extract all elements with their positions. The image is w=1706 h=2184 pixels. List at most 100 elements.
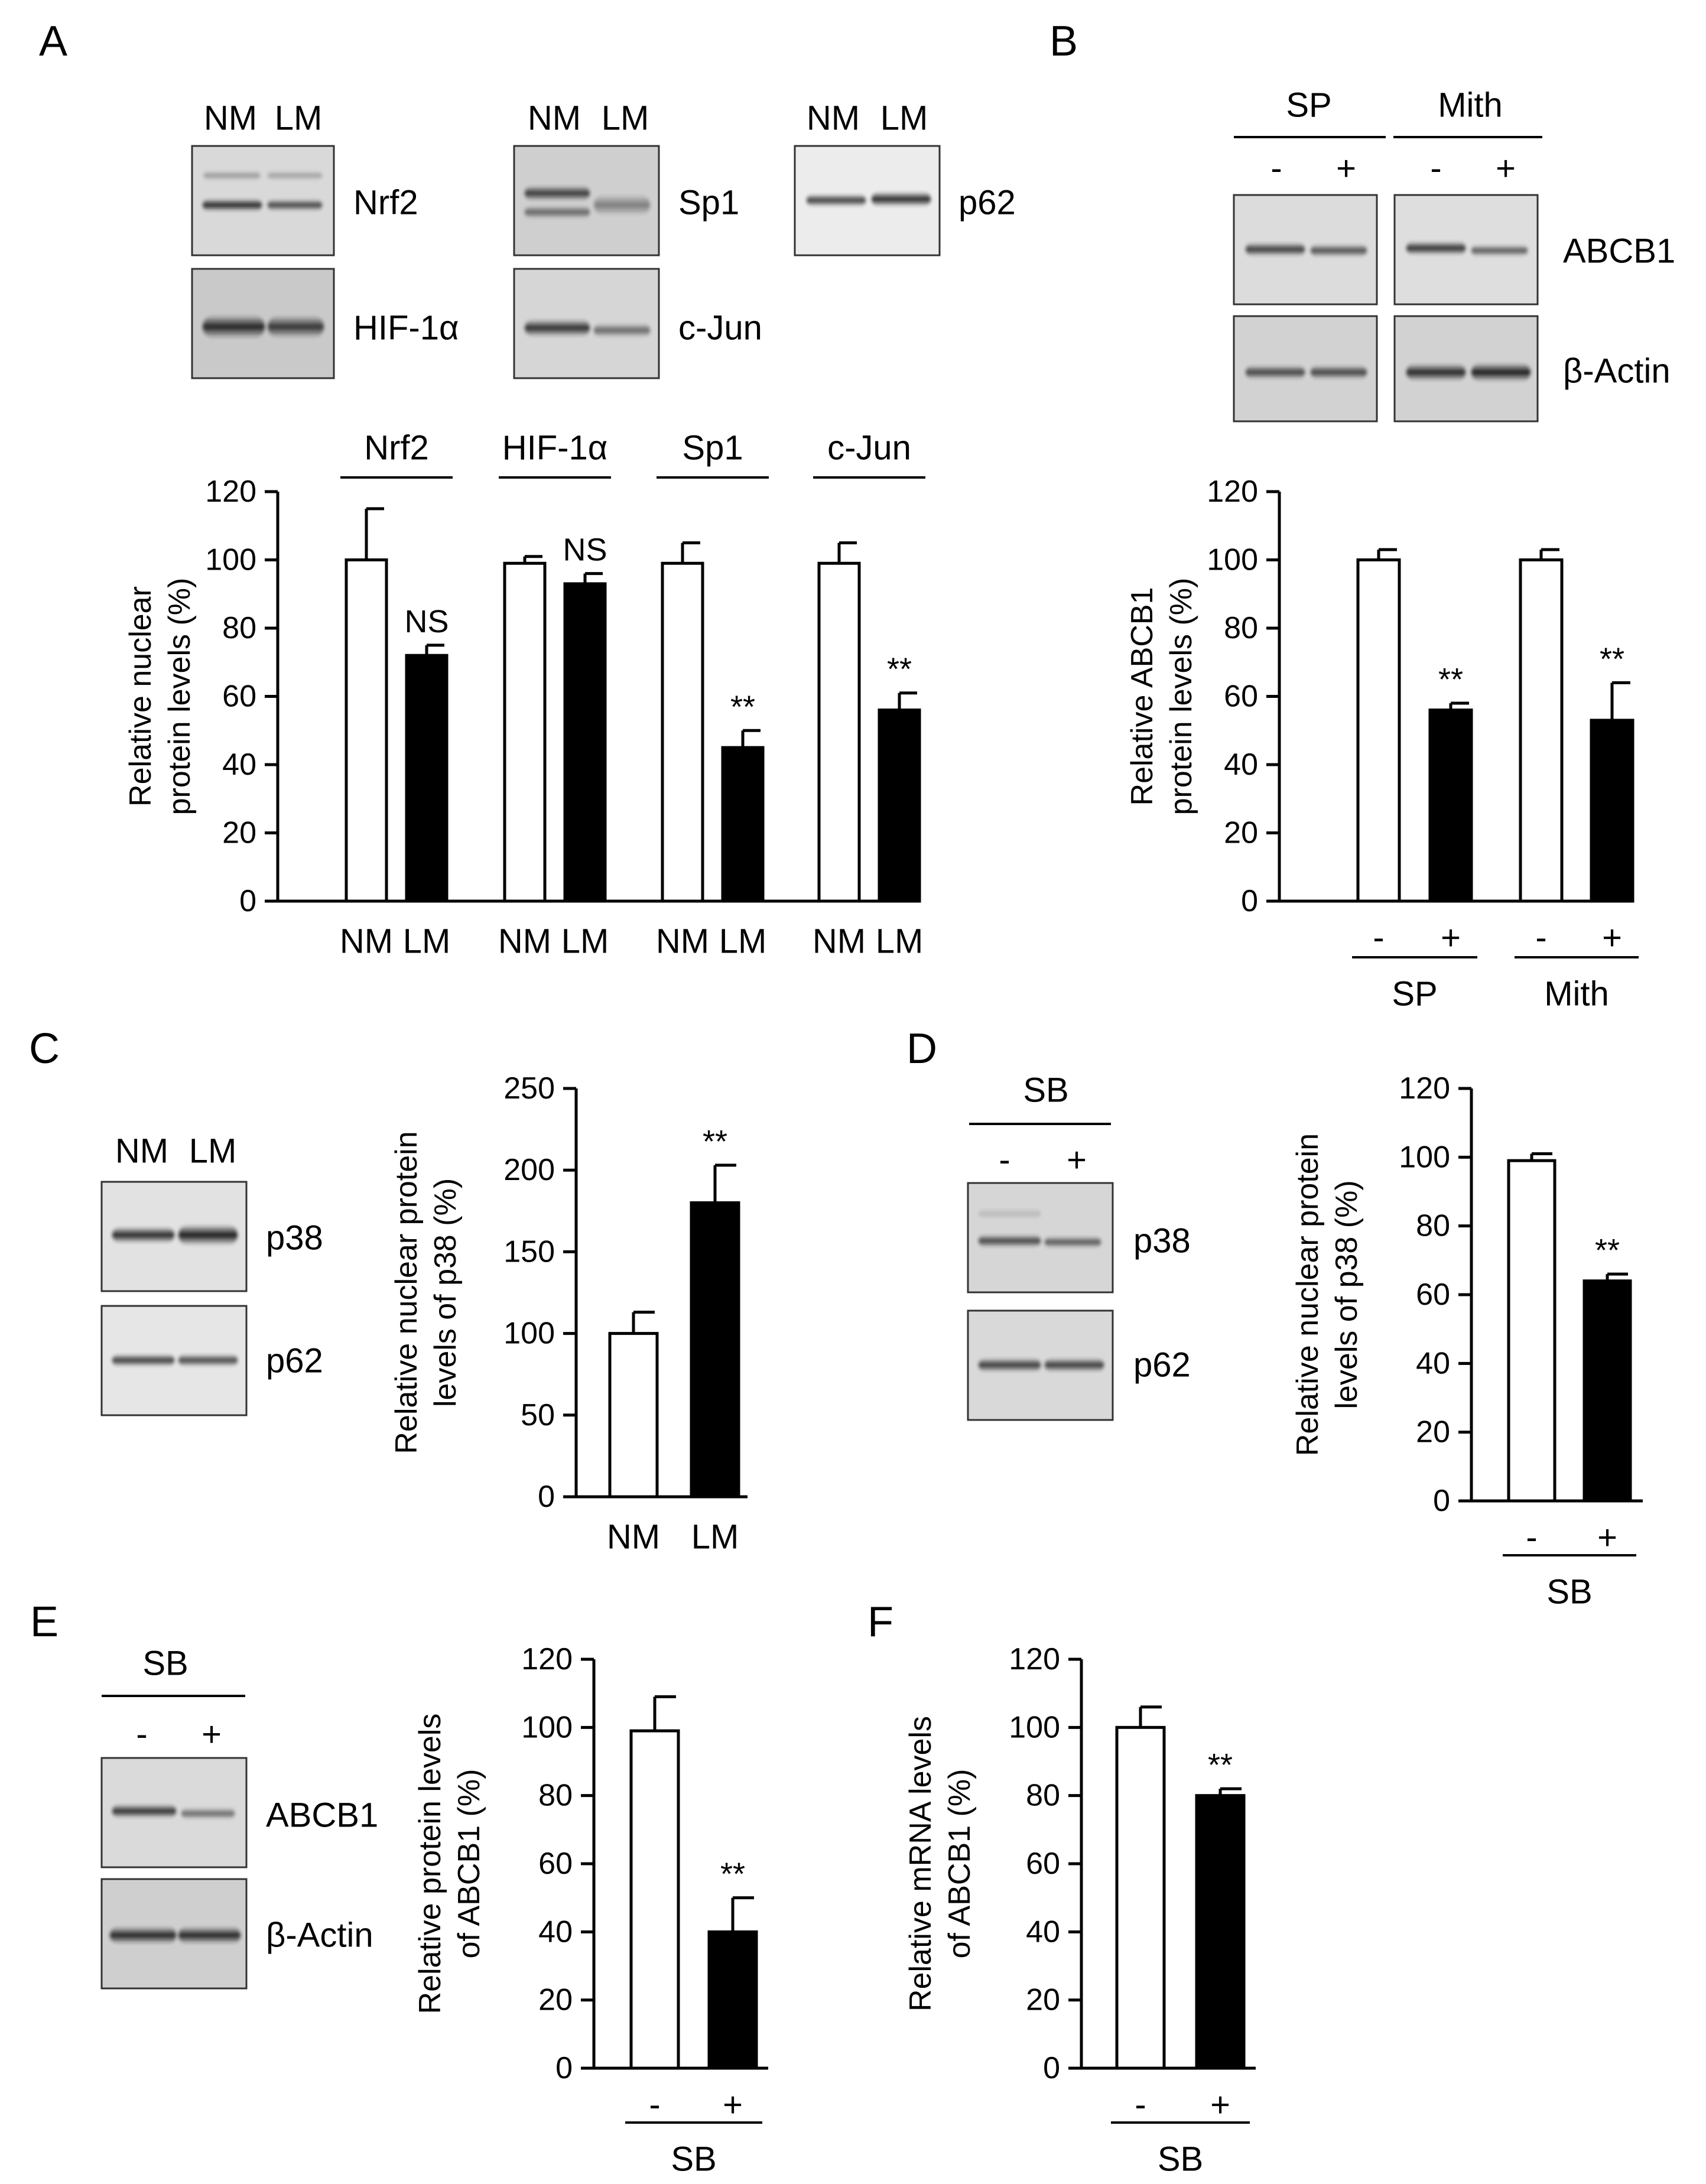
bar-category-label: + [1210,2086,1230,2124]
bar [721,746,765,903]
y-tick-label: 150 [503,1234,555,1269]
lane-label: - [136,1715,147,1754]
band-2 [872,191,931,207]
bar [405,654,449,903]
y-tick-label: 100 [205,543,256,577]
bar [503,561,547,903]
gel-A-cjun [513,268,660,379]
y-axis-label: Relative mRNA levels of ABCB1 (%) [904,1716,977,2011]
band-2 [178,1354,238,1367]
band-1 [204,171,260,180]
band-1 [1406,363,1465,381]
bar-category-label: LM [876,922,924,961]
bar [1507,1159,1556,1503]
significance-label: ** [1595,1233,1620,1268]
band-2 [1311,244,1367,257]
y-tick-label: 0 [1433,1484,1450,1518]
gel-B-sp-abcb1 [1233,194,1378,306]
bar-category-label: LM [719,922,767,961]
bar-category-label: - [1135,2086,1146,2124]
y-tick-label: 80 [1224,611,1258,645]
y-tick-label: 40 [222,748,256,782]
y-axis-label: Relative protein levels of ABCB1 (%) [413,1714,486,2014]
group-label: SB [1158,2140,1203,2179]
band-1 [112,1804,176,1818]
y-axis-label-line: Relative protein levels [413,1714,447,2014]
bar-category-label: + [723,2086,743,2124]
y-tick-label: 50 [521,1398,555,1432]
bar [1590,719,1634,903]
y-axis-label-line: levels of p38 (%) [428,1178,463,1407]
gel-E-abcb1 [100,1757,248,1868]
y-axis-label-line: Relative mRNA levels [904,1716,938,2011]
significance-label: ** [730,689,755,724]
y-tick-label: 60 [222,680,256,714]
band-2 [979,1234,1041,1247]
y-axis-label-line: of ABCB1 (%) [452,1769,486,1959]
bar-category-label: NM [340,922,393,961]
blot-row-label: c-Jun [678,309,762,347]
y-tick-label: 120 [521,1642,573,1676]
band-2 [181,1808,235,1819]
y-tick-label: 100 [1009,1710,1060,1744]
group-label: Mith [1438,86,1503,125]
bar-category-label: NM [656,922,709,961]
gel-B-mith-actin [1393,315,1539,422]
y-tick-label: 60 [1026,1847,1060,1881]
y-axis-label-line: levels of p38 (%) [1330,1180,1364,1409]
blot-row-label: p62 [1133,1346,1191,1384]
y-axis-label-line: Relative nuclear protein [389,1131,424,1454]
lane-label: - [1430,150,1441,188]
y-tick-label: 20 [538,1983,573,2017]
bar [878,708,921,903]
band-1 [112,1354,174,1367]
y-tick-label: 120 [1399,1071,1450,1106]
panel-letter-D: D [906,1025,937,1072]
band-1 [112,1227,174,1243]
blot-row-label: p62 [958,184,1016,222]
bar [1582,1279,1632,1503]
y-tick-label: 100 [1207,543,1258,577]
band-2 [178,1926,241,1944]
y-tick-label: 0 [1241,884,1258,918]
chart-F: 0 20 40 60 80 100 120 Relative mRNA levels of AB… [904,1642,1256,2179]
bar-category-label: LM [691,1518,739,1556]
y-tick-label: 80 [1026,1779,1060,1813]
y-tick-label: 60 [1224,680,1258,714]
gel-A-p62 [794,145,941,256]
bar-category-label: - [1526,1519,1537,1557]
lane-label: + [1496,150,1516,188]
band-2 [268,316,324,338]
band-2 [525,206,590,219]
chart-C: 0 50 100 150 200 250 Relative nuclear protein l… [389,1071,748,1556]
group-label: SP [1392,975,1437,1013]
y-tick-label: 0 [1043,2051,1060,2085]
group-label: SB [1023,1071,1068,1110]
y-tick-label: 0 [555,2051,573,2085]
band-2 [178,1224,238,1246]
y-axis-label-line: Relative nuclear [124,586,158,807]
y-tick-label: 0 [538,1480,555,1514]
y-tick-label: 80 [1416,1209,1450,1243]
band-1 [979,1358,1041,1372]
band-1 [203,315,265,339]
y-tick-label: 120 [205,474,256,509]
blot-row-label: HIF-1α [353,309,459,347]
blot-row-label: p38 [1133,1222,1191,1260]
significance-label: ** [720,1857,745,1892]
group-label: Mith [1544,975,1609,1013]
bar-category-label: - [1535,919,1546,957]
significance-label: ** [887,652,912,687]
group-label: SB [1546,1573,1592,1611]
bar-category-label: + [1597,1519,1617,1557]
y-tick-label: 40 [1224,748,1258,782]
bar-category-label: NM [813,922,866,961]
blot-row-label: p62 [266,1342,323,1380]
panel-letter-C: C [29,1025,60,1072]
lane-label: + [1067,1141,1087,1179]
y-tick-label: 200 [503,1153,555,1187]
lane-label: NM [115,1132,168,1171]
gel-A-hif [191,268,335,379]
y-tick-label: 60 [538,1847,573,1881]
y-tick-label: 60 [1416,1278,1450,1312]
